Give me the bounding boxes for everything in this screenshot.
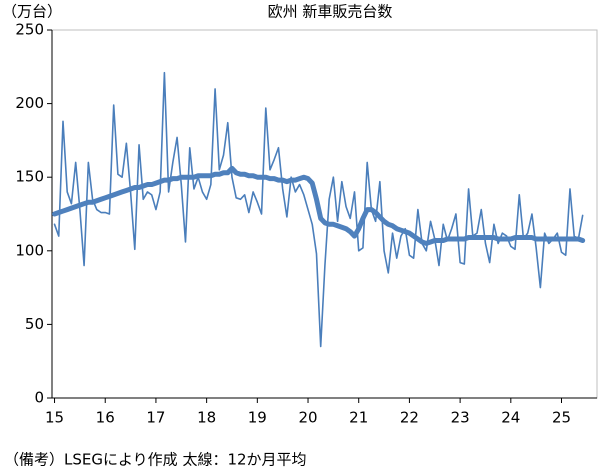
line-series xyxy=(53,71,584,348)
y-tick-label: 250 xyxy=(15,21,44,39)
line-series xyxy=(52,165,586,246)
x-tick-label: 16 xyxy=(96,409,115,427)
chart-title: 欧州 新車販売台数 xyxy=(268,3,393,21)
x-tick-label: 23 xyxy=(451,409,470,427)
x-tick-label: 22 xyxy=(400,409,419,427)
plot-frame xyxy=(51,29,598,399)
x-tick-label: 20 xyxy=(298,409,317,427)
y-tick-label: 200 xyxy=(15,94,44,112)
x-tick-label: 17 xyxy=(146,409,165,427)
x-tick-label: 25 xyxy=(552,409,571,427)
x-tick-label: 18 xyxy=(197,409,216,427)
y-tick-label: 150 xyxy=(15,168,44,186)
x-tick-label: 24 xyxy=(501,409,520,427)
y-tick-label: 50 xyxy=(25,315,44,333)
x-tick-label: 21 xyxy=(349,409,368,427)
y-unit-label: （万台） xyxy=(2,3,62,21)
y-tick-label: 100 xyxy=(15,241,44,259)
x-tick-label: 19 xyxy=(248,409,267,427)
note: （備考）LSEGにより作成 太線：12か月平均 xyxy=(4,451,307,469)
x-tick-label: 15 xyxy=(45,409,64,427)
y-tick-label: 0 xyxy=(34,389,44,407)
